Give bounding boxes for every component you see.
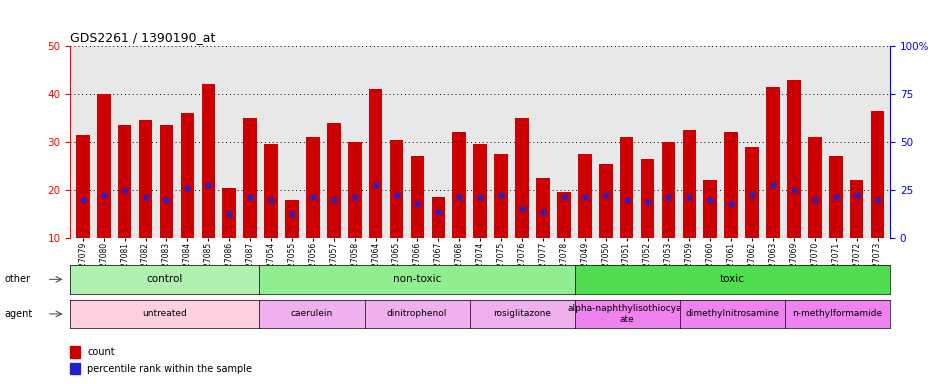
Bar bbox=[681, 130, 695, 238]
Bar bbox=[96, 94, 110, 238]
Bar bbox=[494, 154, 507, 238]
Text: toxic: toxic bbox=[719, 274, 744, 285]
Bar bbox=[431, 197, 445, 238]
Bar bbox=[222, 188, 236, 238]
Bar bbox=[306, 137, 319, 238]
Bar bbox=[849, 180, 863, 238]
Text: other: other bbox=[5, 274, 31, 285]
Text: rosiglitazone: rosiglitazone bbox=[492, 310, 550, 318]
Bar bbox=[744, 147, 758, 238]
Bar bbox=[369, 89, 382, 238]
Bar bbox=[828, 157, 841, 238]
Bar bbox=[807, 137, 821, 238]
Bar bbox=[786, 79, 800, 238]
Bar bbox=[870, 111, 884, 238]
Bar bbox=[410, 157, 424, 238]
Text: non-toxic: non-toxic bbox=[392, 274, 441, 285]
Bar bbox=[515, 118, 528, 238]
Bar bbox=[619, 137, 633, 238]
Bar bbox=[118, 125, 131, 238]
Text: alpha-naphthylisothiocyan
ate: alpha-naphthylisothiocyan ate bbox=[566, 304, 687, 324]
Bar bbox=[598, 164, 612, 238]
Bar bbox=[724, 132, 738, 238]
Bar bbox=[285, 200, 299, 238]
Bar bbox=[181, 113, 194, 238]
Bar bbox=[557, 192, 570, 238]
Text: caerulein: caerulein bbox=[290, 310, 333, 318]
Bar bbox=[535, 178, 549, 238]
Bar bbox=[201, 84, 215, 238]
Text: control: control bbox=[147, 274, 183, 285]
Bar bbox=[640, 159, 653, 238]
Text: count: count bbox=[87, 347, 114, 357]
Bar bbox=[139, 121, 153, 238]
Text: dinitrophenol: dinitrophenol bbox=[387, 310, 446, 318]
Bar bbox=[70, 346, 80, 358]
Bar bbox=[347, 142, 361, 238]
Bar bbox=[76, 135, 90, 238]
Bar bbox=[264, 144, 278, 238]
Bar bbox=[327, 123, 341, 238]
Bar bbox=[243, 118, 256, 238]
Text: GDS2261 / 1390190_at: GDS2261 / 1390190_at bbox=[70, 31, 215, 44]
Text: agent: agent bbox=[5, 309, 33, 319]
Bar bbox=[70, 363, 80, 374]
Bar bbox=[766, 87, 779, 238]
Bar bbox=[661, 142, 675, 238]
Bar bbox=[578, 154, 591, 238]
Text: n-methylformamide: n-methylformamide bbox=[792, 310, 882, 318]
Text: percentile rank within the sample: percentile rank within the sample bbox=[87, 364, 252, 374]
Text: untreated: untreated bbox=[142, 310, 187, 318]
Text: dimethylnitrosamine: dimethylnitrosamine bbox=[685, 310, 779, 318]
Bar bbox=[473, 144, 487, 238]
Bar bbox=[452, 132, 465, 238]
Bar bbox=[159, 125, 173, 238]
Bar bbox=[389, 140, 402, 238]
Bar bbox=[703, 180, 716, 238]
